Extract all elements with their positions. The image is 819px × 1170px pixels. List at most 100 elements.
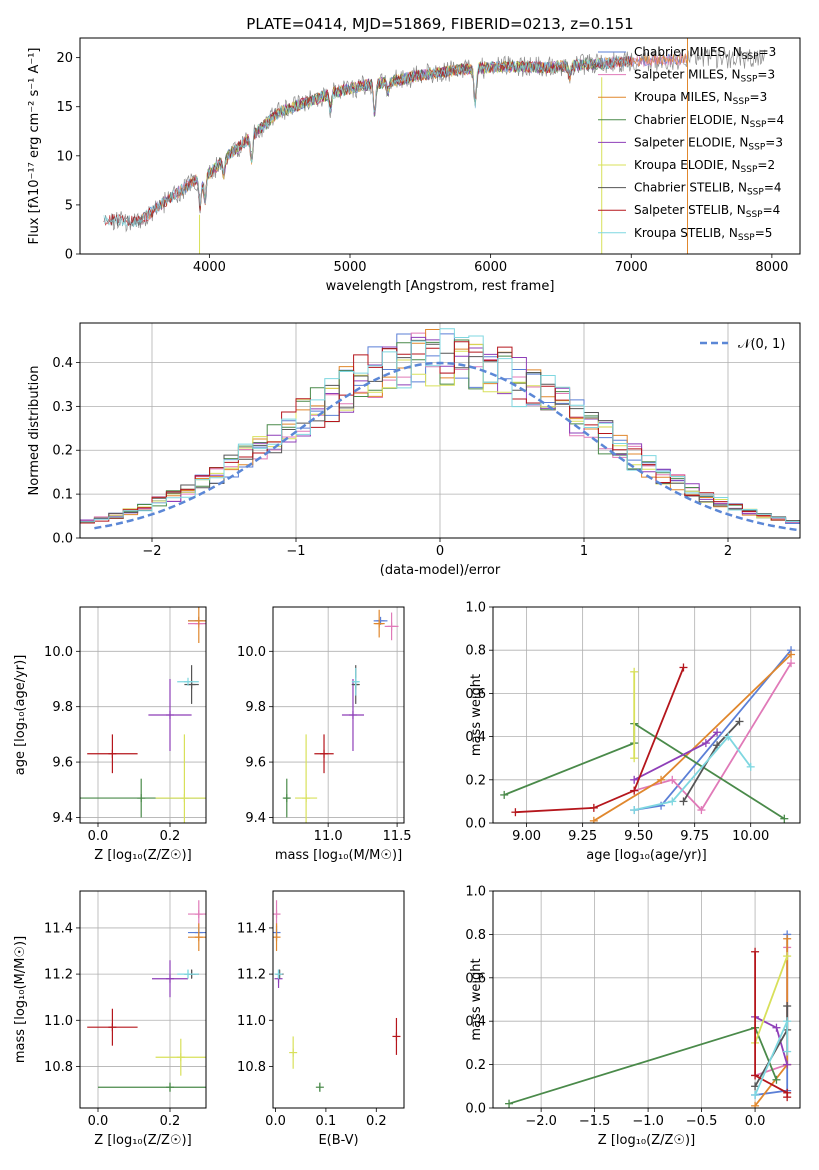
errorbar-point bbox=[152, 960, 188, 998]
residuals-ylabel: Normed distribution bbox=[27, 366, 42, 496]
residuals-axes: −2 −1 0 1 2 0.0 0.1 0.2 0.3 0.4 (data-model)/error… bbox=[27, 322, 801, 578]
y-tick-label: 10 bbox=[56, 149, 73, 164]
x-tick-label: 10.00 bbox=[732, 829, 769, 844]
weight_vs_age-xlabel: age [log₁₀(age/yr)] bbox=[586, 848, 707, 863]
errorbar-point bbox=[87, 1008, 138, 1046]
spectrum-axes: 4000 5000 6000 7000 8000 0 5 10 15 20 wavelength [… bbox=[27, 37, 801, 294]
age_vs_Z-points bbox=[80, 607, 206, 823]
errorbar-point bbox=[282, 778, 291, 818]
weight_vs_Z-frame bbox=[492, 890, 801, 1109]
errorbar-point bbox=[315, 1082, 324, 1092]
normal-curve bbox=[94, 361, 800, 532]
errorbar-point bbox=[273, 923, 281, 952]
y-tick-label: 10.0 bbox=[237, 645, 266, 660]
errorbar-point bbox=[341, 679, 365, 751]
legend-entry: Salpeter ELODIE, NSSP=3 bbox=[634, 135, 783, 152]
age_vs_mass-xlabel: mass [log₁₀(M/M☉)] bbox=[275, 848, 402, 863]
x-tick-label: 0.1 bbox=[316, 1114, 337, 1129]
legend-entry: Salpeter STELIB, NSSP=4 bbox=[634, 203, 780, 220]
y-tick-label: 11.0 bbox=[44, 1014, 73, 1029]
mass_vs_ebv-xlabel: E(B-V) bbox=[318, 1133, 358, 1148]
errorbar-point bbox=[188, 923, 206, 952]
x-tick-label: 7000 bbox=[615, 260, 648, 275]
x-tick-label: −2 bbox=[142, 544, 161, 559]
legend-entry: Chabrier MILES, NSSP=3 bbox=[634, 45, 776, 62]
age_vs_mass-axes: 11.0 11.5 9.4 9.6 9.8 10.0 mass [log₁₀(M/M☉)] bbox=[237, 606, 412, 863]
y-tick-label: 9.6 bbox=[52, 756, 73, 771]
y-tick-label: 9.4 bbox=[245, 811, 266, 826]
weight-line-chabrier-elodie bbox=[508, 1026, 778, 1105]
spectrum-line-kroupa-stelib bbox=[103, 55, 632, 228]
y-tick-label: 0.2 bbox=[52, 444, 73, 459]
weight-line-kroupa-elodie bbox=[754, 955, 789, 1044]
y-tick-label: 0.2 bbox=[465, 1058, 486, 1073]
x-tick-label: 8000 bbox=[755, 260, 788, 275]
x-tick-label: 0.0 bbox=[88, 1114, 109, 1129]
weight_vs_age-frame bbox=[492, 606, 801, 824]
legend-entry: Salpeter MILES, NSSP=3 bbox=[634, 68, 775, 85]
errorbar-point bbox=[87, 734, 138, 774]
x-tick-label: 9.50 bbox=[624, 829, 653, 844]
legend-entry: Kroupa MILES, NSSP=3 bbox=[634, 90, 767, 107]
x-tick-label: 1 bbox=[580, 544, 588, 559]
errorbar-point bbox=[188, 607, 206, 643]
y-tick-label: 0.8 bbox=[465, 928, 486, 943]
mass_vs_Z-xlabel: Z [log₁₀(Z/Z☉)] bbox=[94, 1133, 191, 1148]
y-tick-label: 0.6 bbox=[465, 687, 486, 702]
weight_vs_age-grid bbox=[493, 606, 800, 824]
errorbar-point bbox=[384, 612, 399, 641]
x-tick-label: 11.5 bbox=[383, 829, 412, 844]
x-tick-label: 0.0 bbox=[265, 1114, 286, 1129]
weight-line-kroupa-stelib bbox=[634, 735, 752, 811]
x-tick-label: 9.00 bbox=[512, 829, 541, 844]
y-tick-label: 11.4 bbox=[237, 921, 266, 936]
x-tick-label: 9.25 bbox=[568, 829, 597, 844]
y-tick-label: 11.4 bbox=[44, 921, 73, 936]
errorbar-point bbox=[274, 969, 283, 979]
weight_vs_Z-ylabel: mass weight bbox=[469, 958, 484, 1040]
spectrum-frame bbox=[79, 37, 801, 255]
legend-layer: Chabrier MILES, NSSP=3 Salpeter MILES, NS… bbox=[598, 45, 785, 352]
y-tick-label: 20 bbox=[56, 51, 73, 66]
legend-entry: Chabrier STELIB, NSSP=4 bbox=[634, 181, 782, 198]
x-tick-label: 0.2 bbox=[366, 1114, 387, 1129]
y-tick-label: 0.0 bbox=[465, 1102, 486, 1117]
y-tick-label: 11.0 bbox=[237, 1014, 266, 1029]
x-tick-label: 4000 bbox=[193, 260, 226, 275]
x-tick-label: 0.2 bbox=[160, 1114, 181, 1129]
age_vs_mass-grid bbox=[273, 607, 404, 823]
y-tick-label: 11.2 bbox=[237, 968, 266, 983]
residuals-xlabel: (data-model)/error bbox=[380, 563, 501, 578]
y-tick-label: 9.4 bbox=[52, 811, 73, 826]
x-tick-label: 0 bbox=[436, 544, 444, 559]
y-tick-label: 0.0 bbox=[465, 817, 486, 832]
y-tick-label: 9.8 bbox=[245, 700, 266, 715]
mass_vs_ebv-axes: 0.0 0.1 0.2 10.8 11.0 11.2 11.4 E(B-V) bbox=[237, 890, 405, 1148]
y-tick-label: 11.2 bbox=[44, 968, 73, 983]
y-tick-label: 9.6 bbox=[245, 756, 266, 771]
y-tick-label: 0.0 bbox=[52, 532, 73, 547]
mass_vs_Z-axes: 0.0 0.2 10.8 11.0 11.2 11.4 Z [log₁₀(Z/Z☉)] mas… bbox=[13, 890, 207, 1148]
age_vs_Z-frame bbox=[79, 606, 207, 824]
age_vs_mass-frame bbox=[272, 606, 405, 824]
y-tick-label: 15 bbox=[56, 100, 73, 115]
y-tick-label: 0.4 bbox=[52, 356, 73, 371]
weight_vs_age-ylabel: mass weight bbox=[469, 674, 484, 756]
legend-entry: Chabrier ELODIE, NSSP=4 bbox=[634, 113, 784, 130]
y-tick-label: 1.0 bbox=[465, 885, 486, 900]
age_vs_Z-ylabel: age [log₁₀(age/yr)] bbox=[13, 655, 28, 776]
errorbar-point bbox=[177, 969, 199, 979]
y-tick-label: 0.4 bbox=[465, 1015, 486, 1030]
mass_vs_Z-frame bbox=[79, 890, 207, 1109]
y-tick-label: 0.8 bbox=[465, 644, 486, 659]
x-tick-label: 2 bbox=[724, 544, 732, 559]
mass_vs_ebv-points bbox=[273, 900, 401, 1092]
weight_vs_Z-series bbox=[505, 930, 792, 1108]
errorbar-point bbox=[148, 679, 192, 751]
weight_vs_age-axes: 9.00 9.25 9.50 9.75 10.00 0.0 0.2 0.4 0.6 0.8 1.0 a… bbox=[465, 601, 801, 863]
x-tick-label: −1.0 bbox=[632, 1114, 664, 1129]
spectrum-lines bbox=[103, 38, 766, 254]
y-tick-label: 10.0 bbox=[44, 645, 73, 660]
x-tick-label: 11.0 bbox=[314, 829, 343, 844]
